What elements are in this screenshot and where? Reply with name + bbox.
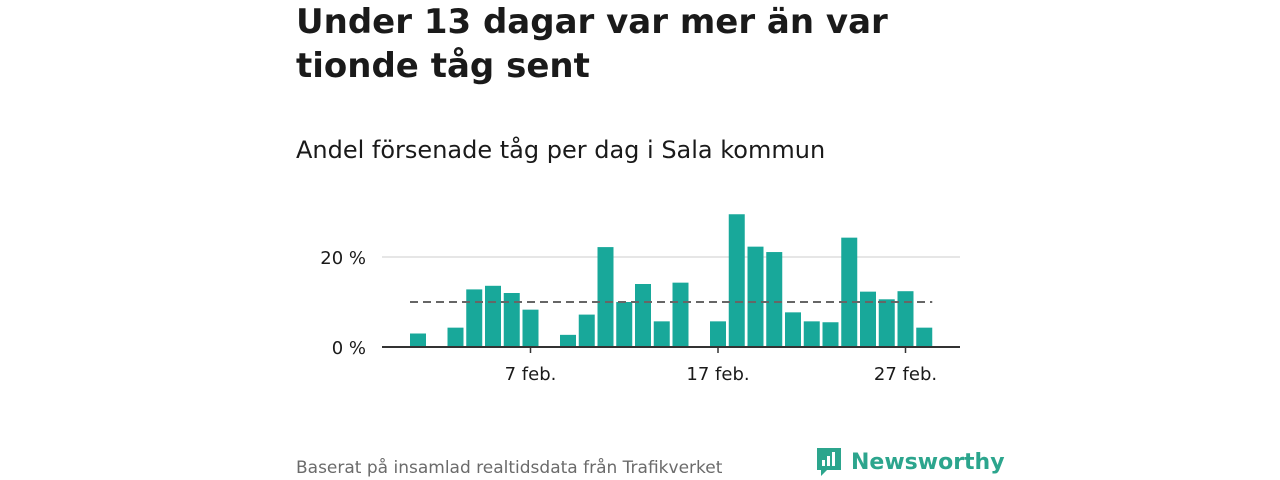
bar-day-5 [485,285,501,347]
bar-day-15 [672,282,689,347]
bar-day-19 [747,246,764,347]
bar-day-26 [878,299,895,347]
bar-day-17 [710,321,726,347]
bar-day-12 [616,302,633,347]
bar-day-3 [447,327,464,347]
x-tick-label: 27 feb. [874,364,937,385]
bar-day-28 [916,327,933,347]
chart-title: Under 13 dagar var mer än var tionde tåg… [296,2,888,86]
bar-day-27 [897,291,914,347]
bar-day-18 [728,214,745,347]
brand-logo: Newsworthy [815,446,1005,478]
newsworthy-logo-icon [817,448,841,476]
source-note: Baserat på insamlad realtidsdata från Tr… [296,458,723,478]
bar-day-20 [766,252,783,347]
bar-day-4 [466,289,483,347]
bar-day-23 [822,322,839,347]
bar-day-25 [860,291,876,347]
bar-day-24 [841,237,858,347]
bar-day-14 [653,321,670,347]
bar-day-6 [503,293,520,347]
bar-day-22 [803,321,820,347]
x-tick-label: 7 feb. [505,364,557,385]
chart-subtitle: Andel försenade tåg per dag i Sala kommu… [296,136,826,164]
bar-day-21 [785,312,801,347]
x-tick-label: 17 feb. [686,364,749,385]
bar-day-11 [597,247,614,347]
brand-name: Newsworthy [851,449,1005,475]
bar-day-13 [635,284,651,347]
y-tick-label: 20 % [320,248,366,269]
y-tick-label: 0 % [332,338,366,359]
bar-day-9 [560,334,576,347]
bar-chart: 0 % 20 % 7 feb. 17 feb. 27 feb. [320,214,960,385]
bar-day-1 [410,333,426,347]
bar-day-10 [578,314,595,347]
bar-day-7 [522,309,539,347]
